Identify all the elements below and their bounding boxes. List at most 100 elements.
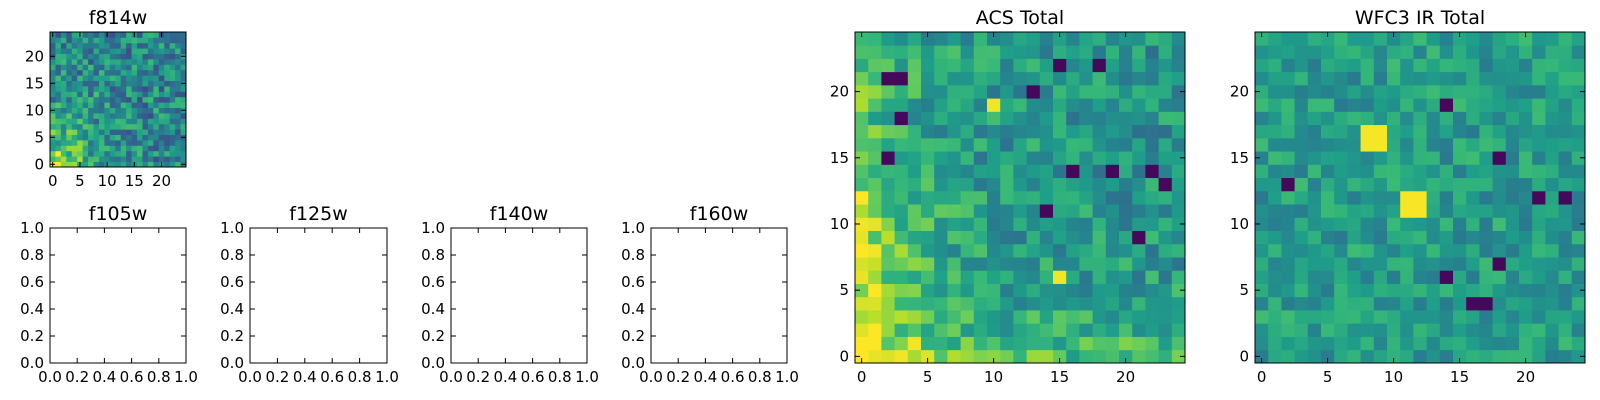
heatmap-cell (1532, 283, 1546, 298)
heatmap-cell (1066, 204, 1080, 218)
heatmap-cell (960, 58, 975, 73)
heatmap-cell (77, 107, 84, 114)
x-tick-label: 1.0 (575, 368, 599, 386)
heatmap-cell (1268, 45, 1282, 59)
heatmap-cell (881, 349, 895, 364)
heatmap-cell (175, 123, 181, 130)
heatmap-cell (1053, 243, 1067, 258)
heatmap-cell (93, 123, 100, 130)
heatmap-cell (855, 243, 869, 258)
heatmap-cell (855, 323, 869, 337)
heatmap-cell (1400, 98, 1414, 112)
heatmap-cell (1171, 296, 1186, 311)
heatmap-cell (1066, 111, 1080, 126)
x-tick-label: 20 (1116, 368, 1135, 386)
heatmap-cell (881, 151, 895, 165)
heatmap-cell (921, 151, 935, 165)
heatmap-cell (921, 323, 935, 337)
heatmap-cell (1505, 283, 1520, 298)
heatmap-cell (131, 150, 138, 157)
heatmap-cell (855, 283, 869, 298)
heatmap-cell (1360, 151, 1375, 165)
y-tick-label: 10 (25, 101, 44, 119)
heatmap-cell (973, 230, 988, 245)
heatmap-cell (1158, 111, 1173, 126)
heatmap-cell (1453, 349, 1467, 364)
heatmap-cell (987, 164, 1001, 179)
heatmap-cell (66, 96, 73, 103)
heatmap-cell (120, 86, 127, 92)
heatmap-cell (1479, 164, 1493, 179)
heatmap-cell (164, 75, 171, 81)
heatmap-cell (60, 129, 67, 135)
heatmap-cell (82, 91, 89, 98)
heatmap-cell (1453, 243, 1467, 258)
heatmap-cell (98, 156, 105, 162)
heatmap-cell (907, 283, 922, 298)
heatmap-cell (98, 37, 105, 44)
heatmap-cell (1532, 230, 1546, 245)
heatmap-cell (55, 102, 62, 108)
heatmap-cell (1281, 151, 1295, 165)
heatmap-cell (1000, 124, 1014, 139)
heatmap-cell (1132, 323, 1146, 337)
heatmap-cell (1000, 204, 1014, 218)
heatmap-cell (142, 113, 149, 119)
heatmap-cell (1026, 84, 1041, 99)
heatmap-cell (1013, 204, 1027, 218)
heatmap-cell (1426, 98, 1441, 112)
heatmap-cell (77, 80, 84, 87)
heatmap-cell (88, 107, 94, 114)
heatmap-cell (1105, 230, 1120, 245)
heatmap-cell (868, 151, 882, 165)
heatmap-cell (987, 270, 1001, 284)
heatmap-cell (1255, 270, 1269, 284)
heatmap-cell (1132, 124, 1146, 139)
heatmap-cell (93, 37, 100, 44)
heatmap-cell (1373, 257, 1388, 271)
heatmap-cell (1492, 84, 1507, 99)
heatmap-cell (115, 75, 122, 81)
heatmap-cell (973, 296, 988, 311)
heatmap-cell (1132, 270, 1146, 284)
heatmap-cell (115, 156, 122, 162)
heatmap-cell (1519, 151, 1533, 165)
heatmap-cell (147, 80, 154, 87)
heatmap-cell (1158, 58, 1173, 73)
heatmap-cell (1255, 257, 1269, 271)
heatmap-cell (1321, 151, 1335, 165)
heatmap-cell (77, 150, 84, 157)
heatmap-cell (973, 98, 988, 112)
heatmap-cell (881, 243, 895, 258)
heatmap-cell (1255, 124, 1269, 139)
heatmap-cell (1105, 164, 1120, 179)
heatmap-cell (1558, 190, 1573, 205)
heatmap-cell (1255, 164, 1269, 179)
heatmap-cell (1545, 349, 1559, 364)
heatmap-cell (164, 118, 171, 125)
x-tick-label: 0.4 (493, 368, 517, 386)
heatmap-cell (1158, 137, 1173, 152)
heatmap-cell (1492, 58, 1507, 73)
heatmap-cell (109, 32, 116, 38)
heatmap-cell (1268, 217, 1282, 231)
heatmap-cell (55, 37, 62, 44)
heatmap-cell (1466, 283, 1480, 298)
heatmap-cell (142, 102, 149, 108)
y-tick-label: 0.2 (220, 327, 244, 345)
heatmap-cell (1413, 137, 1427, 152)
heatmap-cell (1026, 164, 1041, 179)
heatmap-cell (50, 118, 56, 125)
x-tick-label: 10 (984, 368, 1003, 386)
heatmap-cell (1413, 164, 1427, 179)
heatmap-cell (1079, 137, 1093, 152)
heatmap-cell (881, 336, 895, 351)
heatmap-cell (1105, 243, 1120, 258)
heatmap-cell (1347, 164, 1361, 179)
heatmap-cell (1145, 204, 1159, 218)
heatmap-cell (987, 257, 1001, 271)
heatmap-cell (1453, 151, 1467, 165)
heatmap-cell (973, 177, 988, 192)
